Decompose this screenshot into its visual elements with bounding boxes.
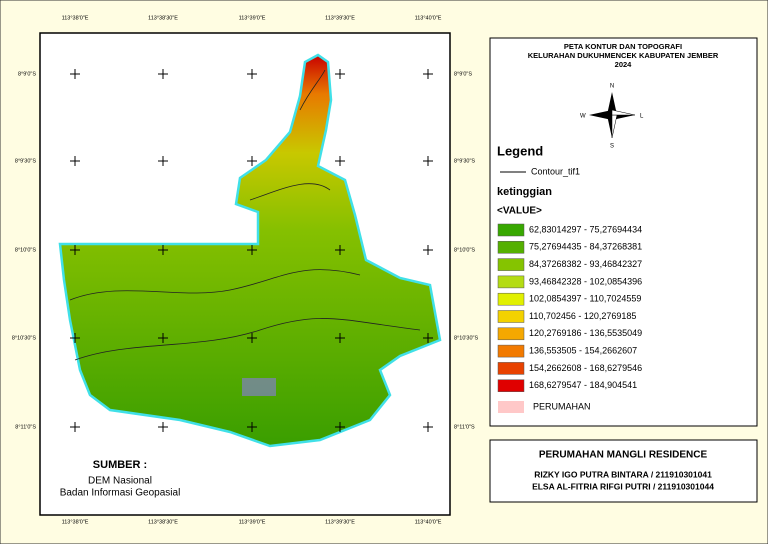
lat-label: 8°9'30"S bbox=[454, 158, 475, 164]
grid-cross bbox=[335, 422, 345, 432]
grid-cross bbox=[335, 69, 345, 79]
legend-label: 120,2769186 - 136,5535049 bbox=[529, 328, 642, 338]
legend-swatch bbox=[497, 327, 525, 341]
footer-panel bbox=[489, 439, 758, 503]
lat-label: 8°10'30"S bbox=[454, 335, 478, 341]
value-header: <VALUE> bbox=[497, 206, 542, 217]
grid-cross bbox=[423, 156, 433, 166]
grid-cross bbox=[335, 156, 345, 166]
legend-label: 168,6279547 - 184,904541 bbox=[529, 380, 637, 390]
lon-label: 113°38'0"E bbox=[62, 519, 89, 525]
lat-label: 8°10'0"S bbox=[15, 247, 36, 253]
legend-swatch bbox=[497, 379, 525, 392]
legend-label: 136,553505 - 154,2662607 bbox=[529, 345, 637, 355]
lat-label: 8°10'0"S bbox=[454, 247, 475, 253]
legend-label: 75,27694435 - 84,37268381 bbox=[529, 242, 642, 252]
legend-label: 102,0854397 - 110,7024559 bbox=[529, 294, 641, 304]
legend-title: Legend bbox=[497, 143, 543, 158]
title-line: KELURAHAN DUKUHMENCEK KABUPATEN JEMBER bbox=[528, 51, 719, 60]
grid-cross bbox=[158, 333, 168, 343]
lon-label: 113°39'30"E bbox=[325, 15, 355, 21]
grid-cross bbox=[158, 156, 168, 166]
legend-swatch bbox=[497, 344, 525, 358]
compass-s: S bbox=[610, 144, 614, 150]
legend-label: 154,2662608 - 168,6279546 bbox=[529, 363, 642, 373]
legend-label: 62,83014297 - 75,27694434 bbox=[529, 224, 642, 234]
legend-label: PERUMAHAN bbox=[533, 401, 591, 411]
author: RIZKY IGO PUTRA BINTARA / 211910301041 bbox=[534, 469, 712, 479]
grid-cross bbox=[70, 69, 80, 79]
lon-label: 113°38'30"E bbox=[148, 15, 178, 21]
compass-e: L bbox=[640, 114, 644, 120]
grid-cross bbox=[335, 245, 345, 255]
lon-label: 113°38'30"E bbox=[148, 519, 178, 525]
compass-w: W bbox=[580, 114, 586, 120]
grid-cross bbox=[423, 245, 433, 255]
contour-lines bbox=[69, 69, 421, 361]
lon-label: 113°38'0"E bbox=[62, 15, 89, 21]
legend-swatch bbox=[498, 401, 524, 413]
legend-swatch bbox=[497, 258, 525, 271]
lat-label: 8°10'30"S bbox=[12, 335, 36, 341]
lon-label: 113°40'0"E bbox=[415, 519, 442, 525]
title-line: 2024 bbox=[615, 60, 633, 69]
legend-swatch bbox=[497, 292, 525, 306]
legend-label: 93,46842328 - 102,0854396 bbox=[529, 276, 642, 286]
grid-cross bbox=[335, 333, 345, 343]
perumahan-area bbox=[242, 378, 276, 396]
footer-heading: PERUMAHAN MANGLI RESIDENCE bbox=[539, 450, 708, 461]
author: ELSA AL-FITRIA RIFGI PUTRI / 21191030104… bbox=[532, 481, 714, 491]
grid-cross bbox=[247, 333, 257, 343]
compass-n: N bbox=[610, 84, 614, 90]
grid-cross bbox=[423, 422, 433, 432]
legend-swatch bbox=[497, 275, 525, 289]
legend-label: 84,37268382 - 93,46842327 bbox=[529, 259, 642, 269]
grid-cross bbox=[158, 245, 168, 255]
grid-cross bbox=[247, 422, 257, 432]
grid-cross bbox=[247, 156, 257, 166]
field-label: ketinggian bbox=[497, 186, 552, 198]
compass-rose bbox=[589, 92, 636, 139]
lat-label: 8°11'0"S bbox=[454, 424, 475, 430]
grid-cross bbox=[158, 422, 168, 432]
grid-cross bbox=[70, 245, 80, 255]
grid-cross bbox=[70, 333, 80, 343]
source-line: Badan Informasi Geopasial bbox=[60, 488, 181, 499]
legend-label: 110,702456 - 120,2769185 bbox=[529, 311, 636, 321]
source-line: DEM Nasional bbox=[88, 476, 152, 487]
lat-label: 8°9'0"S bbox=[18, 71, 36, 77]
legend-swatch bbox=[497, 223, 525, 237]
lat-label: 8°9'30"S bbox=[15, 158, 36, 164]
grid-cross bbox=[247, 245, 257, 255]
legend-swatch bbox=[497, 310, 525, 323]
lat-label: 8°11'0"S bbox=[15, 424, 36, 430]
legend-swatch bbox=[497, 241, 525, 254]
lat-label: 8°9'0"S bbox=[454, 71, 472, 77]
lon-label: 113°40'0"E bbox=[415, 15, 442, 21]
lon-label: 113°39'30"E bbox=[325, 519, 355, 525]
legend-swatch bbox=[497, 362, 525, 375]
lon-label: 113°39'0"E bbox=[239, 15, 266, 21]
grid-cross bbox=[70, 156, 80, 166]
title-line: PETA KONTUR DAN TOPOGRAFI bbox=[564, 42, 682, 51]
grid-cross bbox=[158, 69, 168, 79]
grid-cross bbox=[70, 422, 80, 432]
lon-label: 113°39'0"E bbox=[239, 519, 266, 525]
grid-cross bbox=[423, 333, 433, 343]
grid-cross bbox=[247, 69, 257, 79]
grid-cross bbox=[423, 69, 433, 79]
source-heading: SUMBER : bbox=[93, 459, 147, 471]
legend-panel bbox=[489, 37, 758, 427]
contour-label: Contour_tif1 bbox=[531, 166, 580, 176]
